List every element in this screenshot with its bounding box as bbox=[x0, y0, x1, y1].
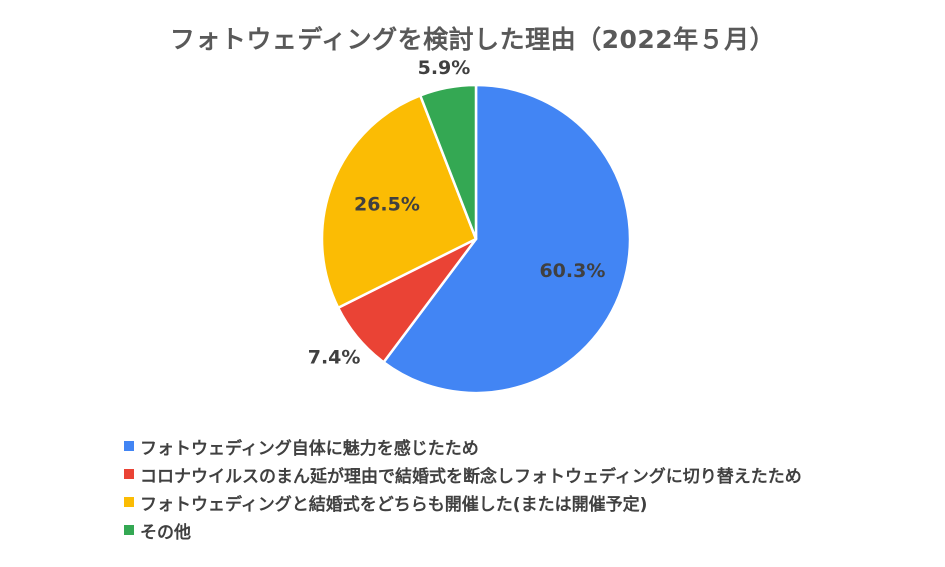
legend-swatch bbox=[124, 441, 134, 451]
data-label-3: 26.5% bbox=[354, 194, 420, 216]
chart-title: フォトウェディングを検討した理由（2022年５月） bbox=[169, 25, 776, 54]
legend-label: フォトウェディングと結婚式をどちらも開催した(または開催予定) bbox=[140, 494, 648, 515]
pie-slice-1 bbox=[382, 83, 632, 395]
legend-swatch bbox=[124, 525, 134, 535]
pie-slices bbox=[320, 83, 632, 395]
data-label-1: 60.3% bbox=[539, 260, 605, 282]
legend-label: その他 bbox=[140, 522, 191, 543]
pie-data-labels: 60.3% 7.4% 26.5% 5.9% bbox=[308, 57, 606, 368]
data-label-4: 5.9% bbox=[418, 57, 471, 79]
legend-label: コロナウイルスのまん延が理由で結婚式を断念しフォトウェディングに切り替えたため bbox=[140, 466, 802, 487]
pie-slice-3 bbox=[320, 94, 478, 310]
legend-item-1: フォトウェディング自体に魅力を感じたため bbox=[124, 432, 924, 460]
legend-swatch bbox=[124, 497, 134, 507]
legend-label: フォトウェディング自体に魅力を感じたため bbox=[140, 438, 479, 459]
pie-slice-4 bbox=[419, 83, 478, 241]
legend-swatch bbox=[124, 469, 134, 479]
legend-item-3: フォトウェディングと結婚式をどちらも開催した(または開催予定) bbox=[124, 488, 924, 516]
chart-legend: フォトウェディング自体に魅力を感じたためコロナウイルスのまん延が理由で結婚式を断… bbox=[124, 432, 924, 544]
legend-item-4: その他 bbox=[124, 516, 924, 544]
data-label-2: 7.4% bbox=[308, 346, 361, 368]
legend-item-2: コロナウイルスのまん延が理由で結婚式を断念しフォトウェディングに切り替えたため bbox=[124, 460, 924, 488]
